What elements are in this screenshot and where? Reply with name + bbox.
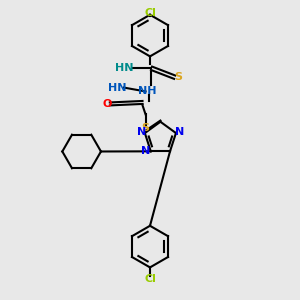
Text: HN: HN <box>116 63 134 73</box>
Text: Cl: Cl <box>144 274 156 284</box>
Text: Cl: Cl <box>144 8 156 18</box>
Text: S: S <box>142 123 149 133</box>
Text: S: S <box>174 72 182 82</box>
Text: N: N <box>137 127 146 136</box>
Text: N: N <box>141 146 150 156</box>
Text: HN: HN <box>108 82 127 93</box>
Text: NH: NH <box>138 86 156 96</box>
Text: N: N <box>175 127 184 136</box>
Text: O: O <box>102 99 112 109</box>
